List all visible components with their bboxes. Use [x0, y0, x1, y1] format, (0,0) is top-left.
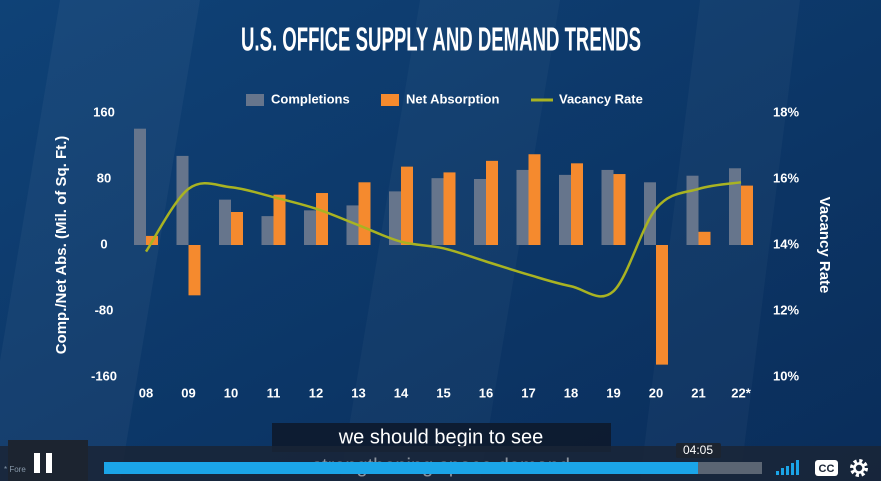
bar: [528, 154, 541, 245]
bar: [571, 163, 583, 245]
legend-swatch: [381, 94, 399, 106]
bar: [176, 155, 189, 245]
bar: [729, 168, 741, 245]
settings-icon[interactable]: [850, 459, 868, 477]
x-tick-label: 20: [649, 385, 663, 400]
chart: 160 80 0 -80 -160 18% 16% 14% 12% 10% 08 09 10 11 12 13…: [91, 91, 799, 400]
bar: [431, 178, 444, 245]
y2-tick-label: 18%: [773, 104, 799, 119]
legend-label: Vacancy Rate: [559, 91, 643, 106]
x-tick-label: 09: [181, 385, 195, 400]
bar: [358, 182, 371, 245]
player-ui: we should begin to see strengthening spa…: [0, 423, 881, 481]
bar: [741, 185, 753, 245]
bar: [304, 210, 316, 245]
x-tick-label: 16: [479, 385, 493, 400]
x-tick-label: 17: [521, 385, 535, 400]
volume-bar[interactable]: [776, 471, 779, 475]
x-tick-label: 22*: [731, 385, 751, 400]
pause-icon[interactable]: [46, 453, 52, 473]
chart-title: U.S. OFFICE SUPPLY AND DEMAND TRENDS: [241, 21, 641, 58]
bar: [273, 194, 286, 245]
line: [144, 181, 742, 298]
y-tick-label: 80: [97, 170, 111, 185]
x-tick-label: 18: [564, 385, 578, 400]
volume-bar[interactable]: [786, 466, 789, 475]
y2-tick-label: 14%: [773, 236, 799, 251]
y2-axis-label: Vacancy Rate: [816, 197, 833, 294]
pause-icon[interactable]: [34, 453, 40, 473]
x-tick-label: 21: [691, 385, 705, 400]
x-tick-label: 13: [351, 385, 365, 400]
bar: [401, 166, 413, 245]
bar: [219, 199, 231, 245]
bar: [613, 174, 626, 245]
bar: [644, 182, 656, 245]
volume-bar[interactable]: [791, 463, 794, 475]
legend-swatch: [246, 94, 264, 106]
x-tick-label: 14: [394, 385, 409, 400]
y-tick-label: 160: [93, 104, 115, 119]
bar: [486, 160, 498, 245]
bar: [346, 205, 359, 245]
time-tooltip: [676, 443, 721, 458]
y-tick-label: -80: [95, 302, 114, 317]
y-axis-label: Comp./Net Abs. (Mil. of Sq. Ft.): [53, 136, 70, 355]
y-tick-label: -160: [91, 368, 117, 383]
bar: [601, 169, 614, 245]
caption: we should begin to see: [338, 426, 544, 448]
y2-tick-label: 12%: [773, 302, 799, 317]
legend-label: Net Absorption: [406, 91, 499, 106]
bar: [443, 172, 456, 245]
bar: [316, 193, 328, 245]
stripe: [0, 0, 200, 481]
bar: [134, 128, 146, 245]
footnote: * Fore: [4, 465, 26, 474]
y-tick-label: 0: [100, 236, 107, 251]
bar: [474, 179, 486, 245]
y2-tick-label: 16%: [773, 170, 799, 185]
bar: [516, 169, 529, 245]
bar: [656, 245, 668, 365]
bar: [389, 191, 401, 245]
x-tick-label: 19: [606, 385, 620, 400]
x-tick-label: 11: [267, 385, 281, 400]
progress-fill[interactable]: [104, 462, 698, 474]
x-tick-label: 15: [436, 385, 450, 400]
y2-tick-label: 10%: [773, 368, 799, 383]
x-tick-label: 08: [139, 385, 153, 400]
x-tick-label: 10: [224, 385, 238, 400]
cc-label[interactable]: CC: [819, 463, 835, 475]
bar: [188, 245, 201, 296]
volume-bar[interactable]: [796, 460, 799, 475]
cc-button[interactable]: [815, 460, 838, 476]
bar: [698, 231, 711, 245]
settings-icon[interactable]: [853, 462, 865, 474]
legend-label: Completions: [271, 91, 350, 106]
x-tick-label: 12: [309, 385, 323, 400]
bar: [231, 212, 243, 245]
time-label: 04:05: [683, 443, 713, 457]
bar: [559, 174, 571, 245]
bar: [686, 175, 699, 245]
bar: [261, 216, 274, 245]
volume-bar[interactable]: [781, 468, 784, 475]
